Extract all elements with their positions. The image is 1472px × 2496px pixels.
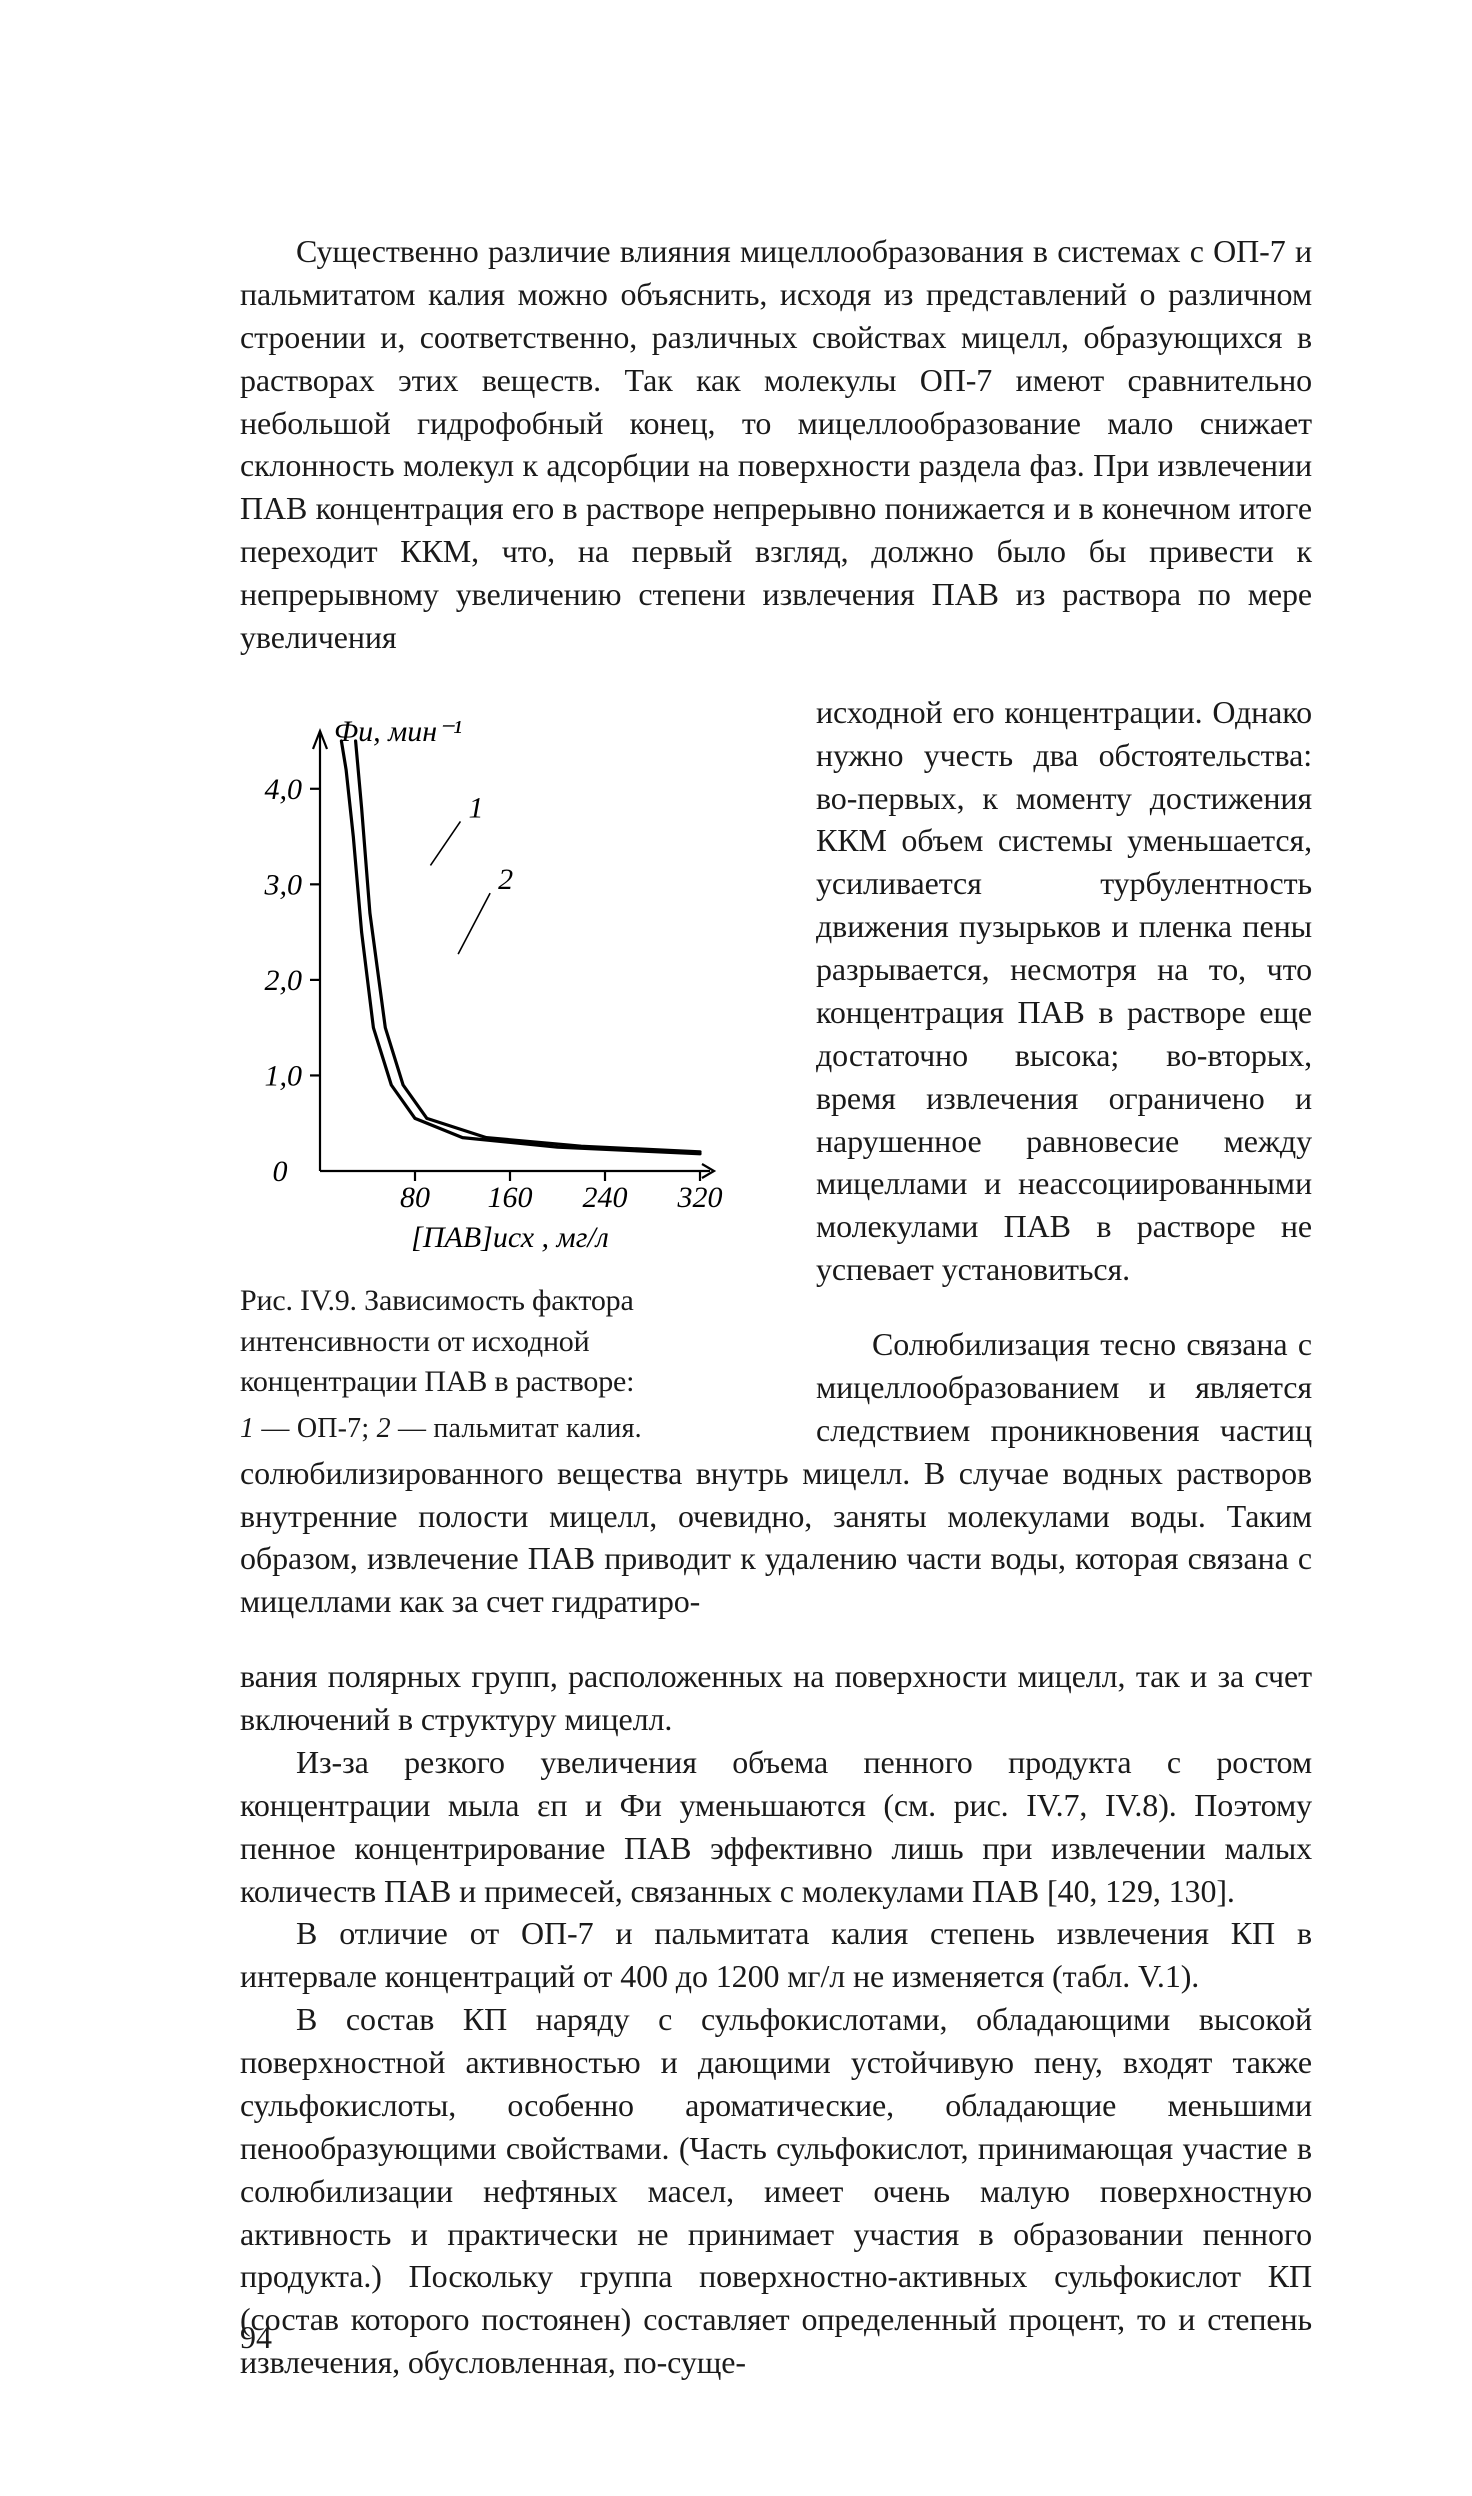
paragraph-6: В состав КП наряду с сульфокислотами, об…	[240, 1998, 1312, 2384]
legend-2-num: 2	[377, 1413, 391, 1444]
svg-text:160: 160	[488, 1181, 533, 1214]
legend-1-dash: —	[254, 1413, 297, 1444]
svg-text:2,0: 2,0	[265, 964, 303, 997]
paragraph-5: В отличие от ОП-7 и пальмитата калия сте…	[240, 1912, 1312, 1998]
paragraph-1: Существенно различие влияния мицеллообра…	[240, 230, 1312, 659]
svg-text:240: 240	[583, 1181, 628, 1214]
figure-caption: Рис. IV.9. Зависимость фактора интенсивн…	[240, 1281, 740, 1403]
figure-svg: 0 1,0 2,0 3,0 4,0 80 160 240 320 Фи, мин⁻¹ [ПАВ]ис…	[240, 701, 740, 1261]
svg-text:Фи, мин⁻¹: Фи, мин⁻¹	[334, 715, 462, 748]
legend-1-text: ОП-7;	[297, 1413, 377, 1444]
svg-text:320: 320	[677, 1181, 723, 1214]
legend-2-dash: —	[391, 1413, 434, 1444]
svg-text:[ПАВ]исх , мг/л: [ПАВ]исх , мг/л	[411, 1221, 609, 1254]
svg-text:3,0: 3,0	[264, 868, 303, 901]
figure-iv-9: 0 1,0 2,0 3,0 4,0 80 160 240 320 Фи, мин⁻¹ [ПАВ]ис…	[240, 701, 816, 1445]
legend-2-text: пальмитат калия.	[433, 1413, 642, 1444]
svg-text:1: 1	[468, 791, 483, 824]
page-number: 94	[240, 2319, 272, 2356]
svg-text:0: 0	[273, 1155, 288, 1188]
figure-caption-text: Рис. IV.9. Зависимость фактора интенсивн…	[240, 1284, 634, 1399]
figure-text-wrap-area: 0 1,0 2,0 3,0 4,0 80 160 240 320 Фи, мин⁻¹ [ПАВ]ис…	[240, 691, 1312, 1655]
svg-text:80: 80	[400, 1181, 430, 1214]
svg-text:2: 2	[498, 863, 513, 896]
page: Существенно различие влияния мицеллообра…	[0, 0, 1472, 2496]
paragraph-3: вания полярных групп, расположенных на п…	[240, 1655, 1312, 1741]
svg-text:4,0: 4,0	[265, 773, 303, 806]
legend-1-num: 1	[240, 1413, 254, 1444]
paragraph-4: Из-за резкого увеличения объема пенного …	[240, 1741, 1312, 1913]
svg-text:1,0: 1,0	[265, 1059, 303, 1092]
figure-legend: 1 — ОП-7; 2 — пальмитат калия.	[240, 1413, 780, 1445]
